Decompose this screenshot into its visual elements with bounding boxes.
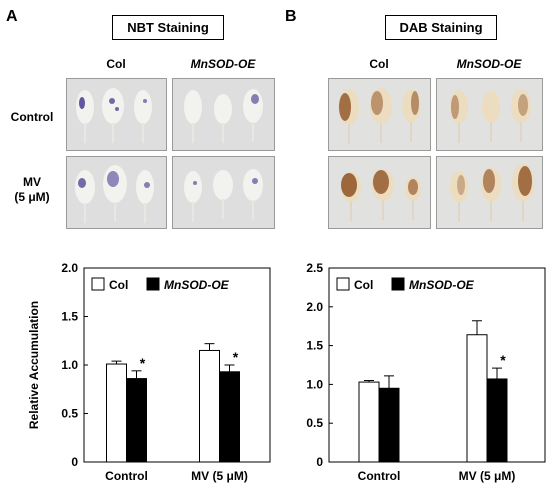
row-label-control: Control xyxy=(10,110,54,124)
legend-swatch-mnsod-oe xyxy=(391,277,405,291)
leaf-image xyxy=(450,89,531,143)
column-label-col: Col xyxy=(106,57,126,71)
panel-letter-b: B xyxy=(285,8,297,25)
leaf-image xyxy=(76,88,152,143)
bar-mnsod-oe xyxy=(126,378,147,463)
nbt-photo-mnsod-mv xyxy=(172,156,275,229)
row-label-mv-concentration: (5 μM) xyxy=(14,190,50,204)
leaf-image xyxy=(75,165,154,223)
legend-swatch-mnsod-oe xyxy=(146,277,160,291)
leaf-image xyxy=(341,169,421,221)
y-tick-label: 2.0 xyxy=(306,300,323,314)
y-tick-label: 1.0 xyxy=(306,377,323,391)
y-tick-label: 1.5 xyxy=(306,339,323,353)
nbt-photo-col-mv xyxy=(66,156,167,229)
x-tick-label: MV (5 μM) xyxy=(191,469,248,483)
legend-swatch-col xyxy=(91,277,105,291)
row-label-mv: MV xyxy=(23,175,41,189)
dab-photo-mnsod-mv xyxy=(436,156,543,229)
legend-swatch-col xyxy=(336,277,350,291)
leaf-image xyxy=(184,169,263,222)
y-tick-label: 2.0 xyxy=(61,261,78,275)
dab-photo-mnsod-control xyxy=(436,78,543,151)
legend-label-mnsod-oe: MnSOD-OE xyxy=(409,278,475,292)
panel-letter-a: A xyxy=(6,8,18,25)
y-tick-label: 1.5 xyxy=(61,310,78,324)
bar-col xyxy=(106,363,127,463)
y-tick-label: 2.5 xyxy=(306,261,323,275)
nbt-photo-mnsod-control xyxy=(172,78,275,151)
y-tick-label: 1.0 xyxy=(61,358,78,372)
y-tick-label: 0 xyxy=(71,455,78,469)
y-tick-label: 0 xyxy=(316,455,323,469)
column-label-col: Col xyxy=(369,57,389,71)
nbt-photo-col-control xyxy=(66,78,167,151)
dab-staining-label: DAB Staining xyxy=(385,15,497,40)
bar-mnsod-oe xyxy=(219,371,240,463)
x-tick-label: Control xyxy=(358,469,401,483)
bar-mnsod-oe xyxy=(378,387,400,463)
legend-label-col: Col xyxy=(109,278,128,292)
column-label-mnsod-oe: MnSOD-OE xyxy=(190,57,256,71)
dab-photo-col-mv xyxy=(328,156,431,229)
bar-col xyxy=(358,381,380,463)
legend-label-col: Col xyxy=(354,278,373,292)
bar-mnsod-oe xyxy=(486,378,508,463)
legend-label-mnsod-oe: MnSOD-OE xyxy=(164,278,230,292)
bar-col xyxy=(466,334,488,463)
plot-frame xyxy=(328,267,546,463)
dab-photo-col-control xyxy=(328,78,431,151)
significance-asterisk: * xyxy=(233,349,239,365)
nbt-staining-label: NBT Staining xyxy=(112,15,224,40)
significance-asterisk: * xyxy=(500,352,506,368)
leaf-image xyxy=(339,88,420,144)
leaf-image xyxy=(184,89,263,143)
leaf-image xyxy=(450,164,534,222)
bar-col xyxy=(199,349,220,463)
column-label-mnsod-oe: MnSOD-OE xyxy=(456,57,522,71)
significance-asterisk: * xyxy=(140,355,146,371)
y-tick-label: 0.5 xyxy=(61,407,78,421)
dab-bar-chart: 0 0.5 1.0 1.5 2.0 2.5 Control MV (5 μM) * Col MnSO… xyxy=(306,261,546,483)
x-tick-label: Control xyxy=(105,469,148,483)
nbt-bar-chart: 0 0.5 1.0 1.5 2.0 Relative Accumulation Contro… xyxy=(27,261,271,483)
y-tick-label: 0.5 xyxy=(306,416,323,430)
y-axis-label: Relative Accumulation xyxy=(27,301,41,429)
x-tick-label: MV (5 μM) xyxy=(459,469,516,483)
